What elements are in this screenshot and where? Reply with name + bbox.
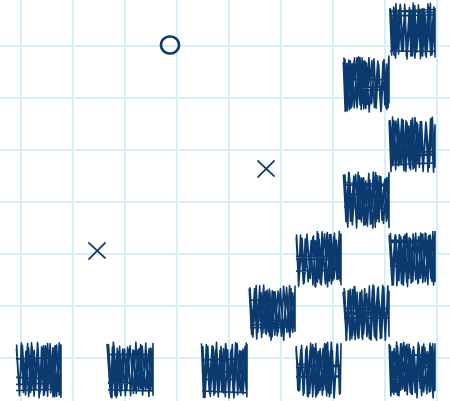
- scribble-block-tile: [14, 341, 62, 399]
- x-marker-icon: [85, 239, 109, 263]
- scribble-block-tile: [294, 341, 342, 399]
- scribble-block-tile: [200, 341, 248, 399]
- scribble-block-tile: [342, 284, 390, 342]
- scribble-block-tile: [106, 341, 154, 399]
- scribble-block-tile: [342, 171, 390, 229]
- scribble-block-tile: [342, 55, 390, 113]
- scribble-block-tile: [388, 341, 436, 399]
- circle-marker-icon: [158, 33, 182, 57]
- x-marker-icon: [254, 157, 278, 181]
- scribble-block-tile: [248, 284, 296, 342]
- scribble-block-tile: [388, 2, 436, 60]
- scribble-block-tile: [388, 116, 436, 174]
- scribble-block-tile: [294, 230, 342, 288]
- scribble-block-tile: [388, 230, 436, 288]
